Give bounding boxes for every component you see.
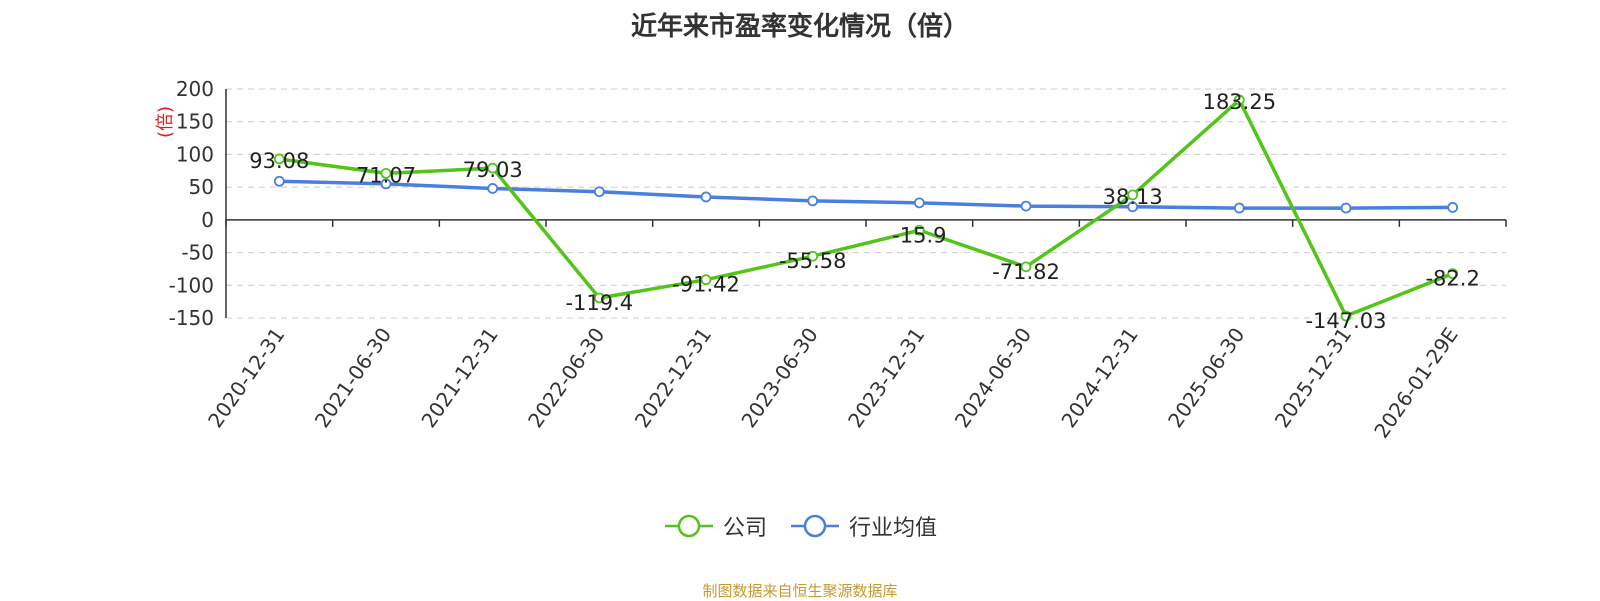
- data-label: 71.07: [356, 163, 416, 187]
- data-label: -147.03: [1305, 309, 1386, 333]
- x-tick-label: 2024-06-30: [950, 323, 1036, 432]
- y-tick-label: -150: [169, 306, 214, 330]
- y-tick-label: -50: [181, 241, 214, 265]
- y-tick-label: 150: [176, 110, 214, 134]
- data-point: [1340, 202, 1352, 214]
- y-tick-label: 200: [176, 77, 214, 101]
- data-label: 79.03: [463, 158, 523, 182]
- data-label: -91.42: [672, 273, 740, 297]
- data-label: -71.82: [992, 260, 1060, 284]
- data-point: [380, 178, 392, 190]
- data-label: 93.08: [249, 149, 309, 173]
- series-layer: [273, 94, 1459, 322]
- data-point: [1233, 94, 1245, 106]
- x-tick-label: 2021-12-31: [416, 323, 502, 432]
- data-label: -15.9: [892, 223, 946, 247]
- source-note: 制图数据来自恒生聚源数据库: [702, 582, 898, 600]
- x-tick-label: 2022-12-31: [630, 323, 716, 432]
- data-point: [273, 153, 285, 165]
- legend-label: 公司: [722, 516, 767, 541]
- y-tick-label: -100: [169, 273, 214, 297]
- series-line: [279, 98, 1454, 318]
- data-point: [700, 191, 712, 203]
- data-point: [913, 197, 925, 209]
- data-point: [1447, 268, 1459, 280]
- series-line: [279, 179, 1453, 210]
- x-tick-label: 2021-06-30: [310, 323, 396, 432]
- data-label: -119.4: [565, 291, 633, 315]
- x-tick-label: 2025-06-30: [1163, 323, 1249, 432]
- data-point: [700, 274, 712, 286]
- data-point: [807, 195, 819, 207]
- data-point: [1127, 201, 1139, 213]
- y-axis-label: (倍): [155, 106, 176, 138]
- x-tick-label: 2020-12-31: [203, 323, 289, 432]
- data-point: [487, 183, 499, 194]
- data-point: [273, 175, 285, 187]
- x-tick-label: 2023-06-30: [736, 323, 822, 432]
- data-labels: 93.08 71.07 79.03 -119.4 -91.42 -55.58 -15.9 -7…: [249, 90, 1480, 333]
- data-point: [593, 292, 605, 304]
- data-label: -82.2: [1425, 267, 1479, 291]
- data-label: 183.25: [1203, 90, 1276, 114]
- x-tick-label: 2025-12-31: [1270, 323, 1356, 432]
- legend: 公司 行业均值: [0, 510, 1600, 542]
- y-tick-label: 100: [176, 142, 214, 166]
- legend-marker-icon: [664, 514, 713, 538]
- data-point: [593, 186, 605, 198]
- data-point: [913, 224, 925, 236]
- y-tick-label: 50: [189, 175, 214, 199]
- data-point: [1447, 202, 1459, 213]
- data-label: 38.13: [1103, 185, 1163, 209]
- data-point: [807, 250, 819, 262]
- x-tick-label: 2023-12-31: [843, 323, 929, 432]
- legend-marker-icon: [791, 514, 839, 538]
- data-point: [380, 167, 392, 179]
- data-point: [1127, 189, 1139, 201]
- legend-item: 行业均值: [789, 510, 937, 542]
- x-tick-label: 2022-06-30: [523, 323, 609, 432]
- x-tick-label: 2026-01-29E: [1369, 323, 1463, 442]
- x-tick-label: 2024-12-31: [1056, 323, 1142, 432]
- y-tick-label: 0: [201, 208, 214, 232]
- legend-item: 公司: [663, 510, 767, 542]
- data-point: [1020, 200, 1032, 212]
- data-point: [487, 162, 499, 174]
- data-point: [1233, 202, 1245, 214]
- chart-title: 近年来市盈率变化情况（倍）: [630, 12, 969, 42]
- legend-label: 行业均值: [849, 516, 938, 541]
- data-point: [1020, 261, 1032, 273]
- data-point: [1340, 310, 1352, 322]
- data-label: -55.58: [779, 249, 847, 273]
